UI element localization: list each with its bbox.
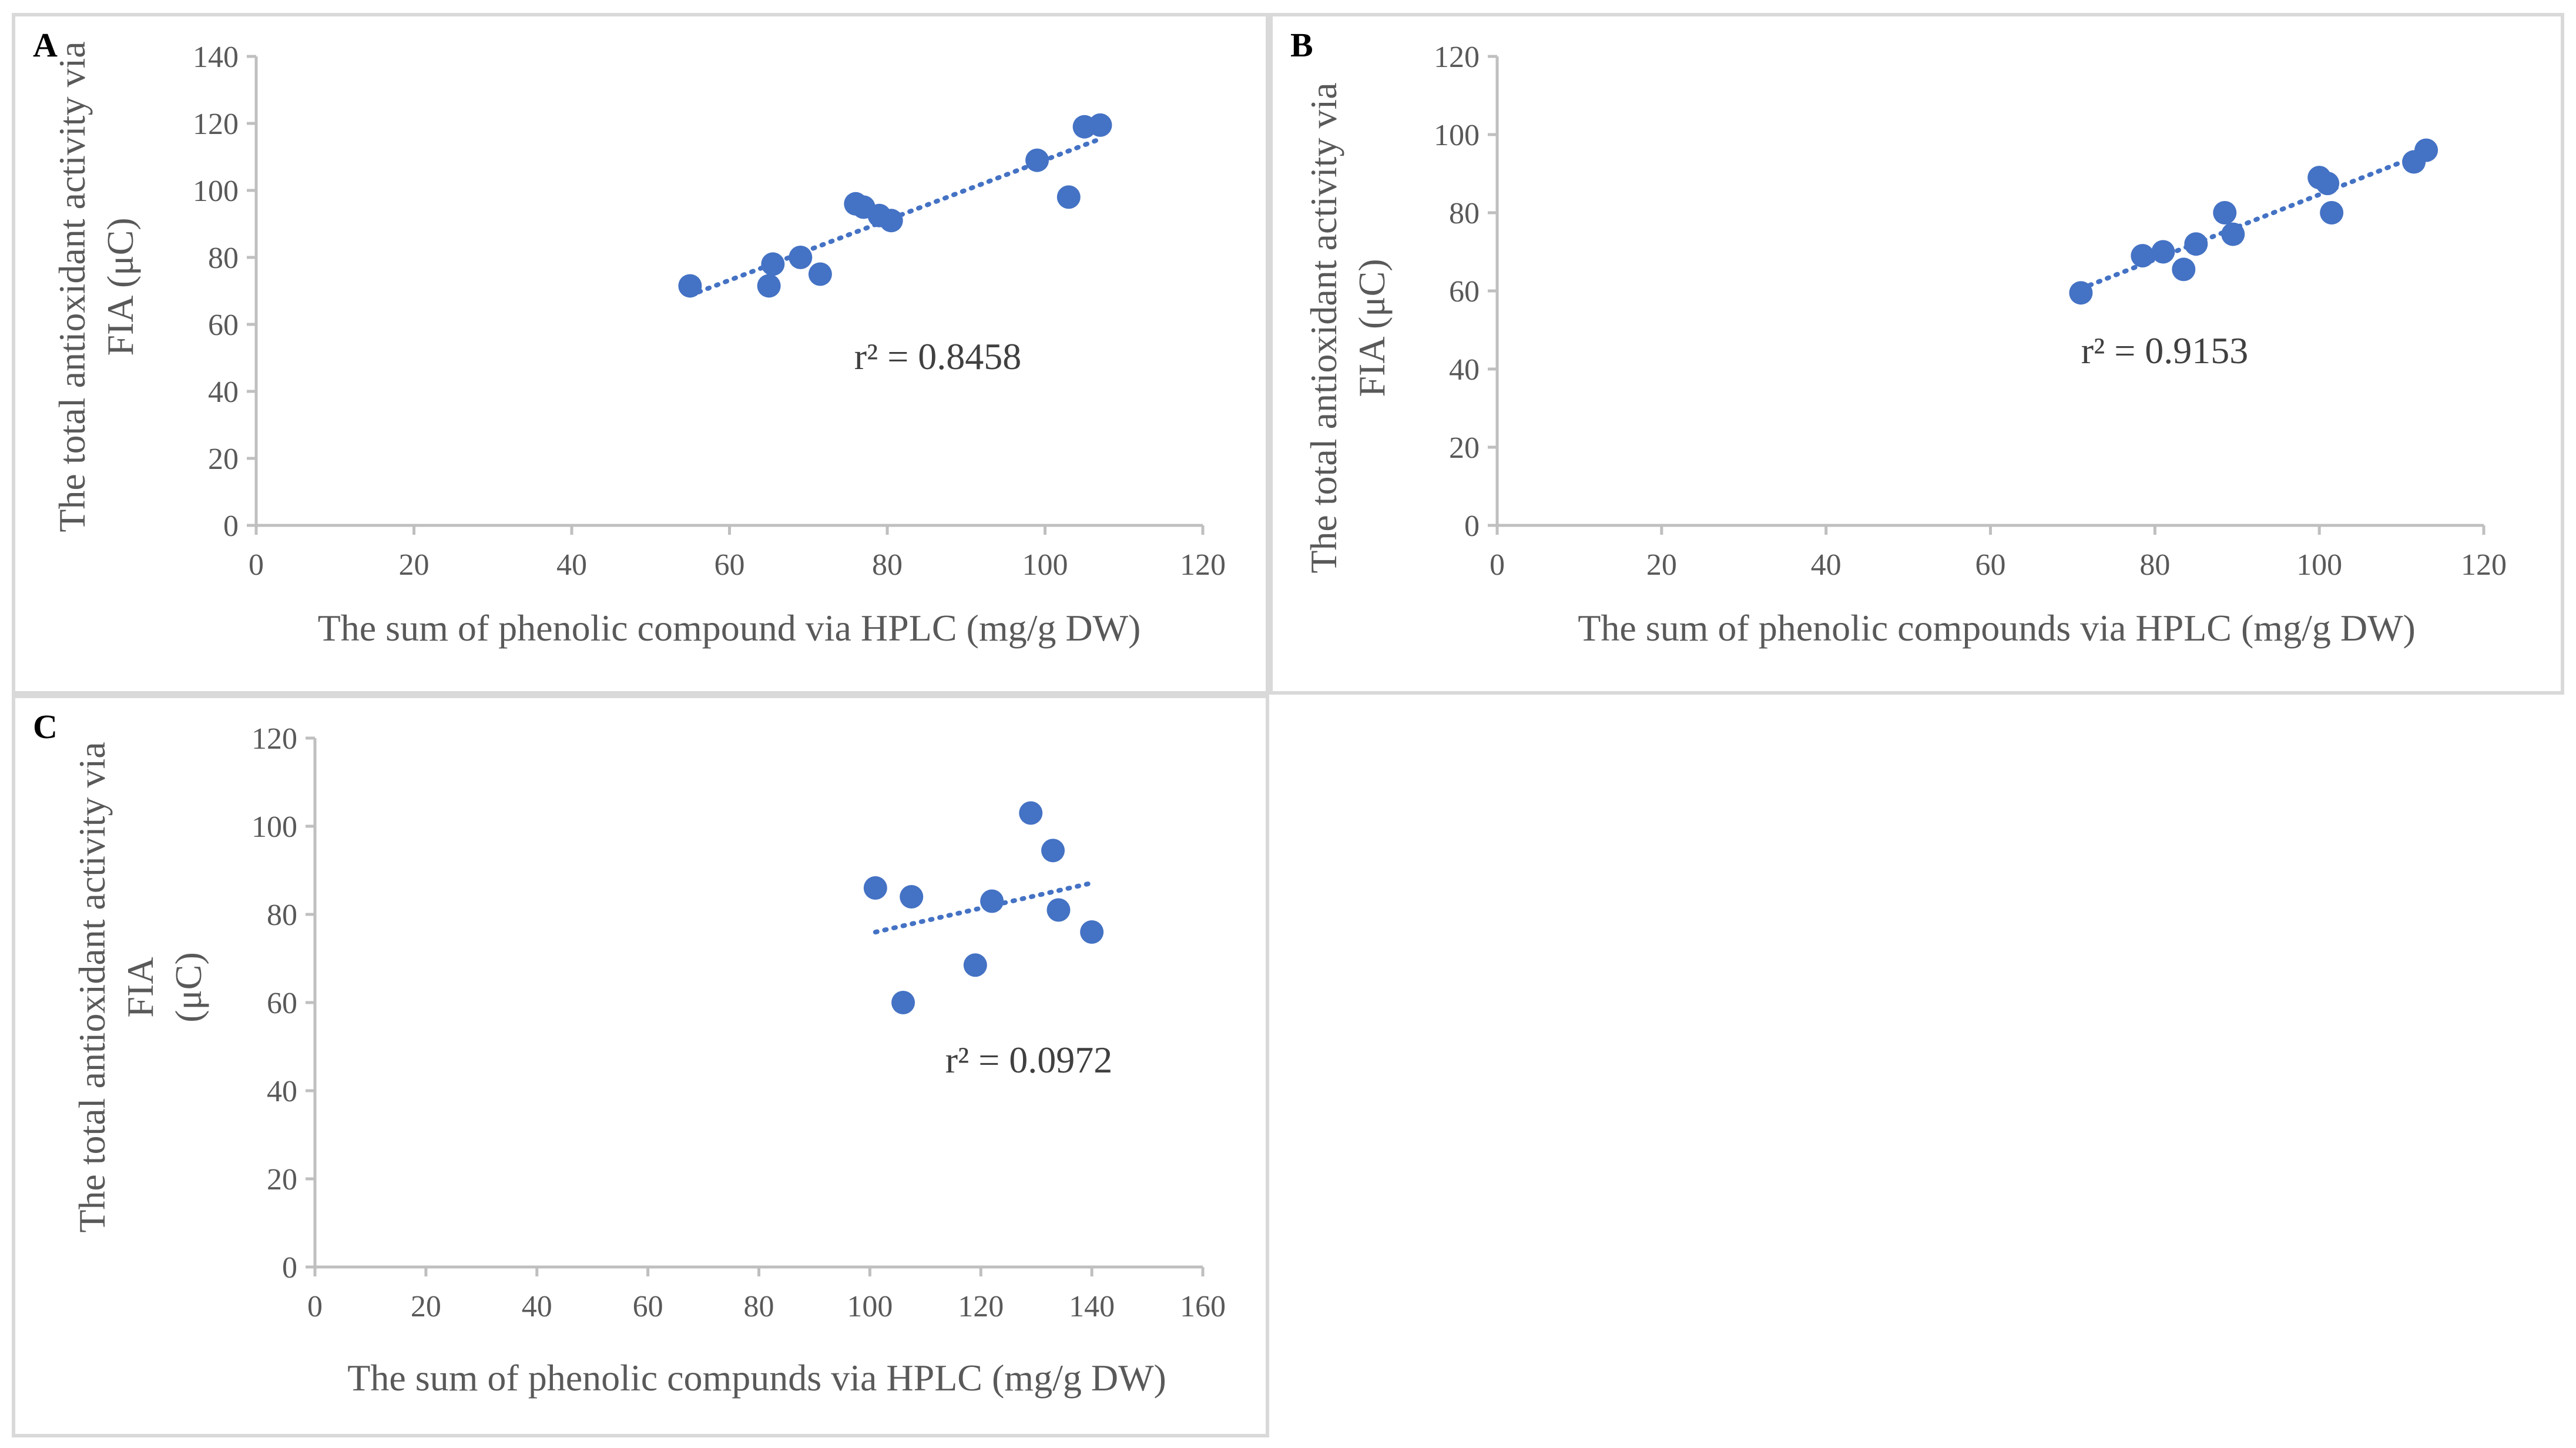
y-tick-label: 120 [193,108,239,141]
x-axis-title: The sum of phenolic compunds via HPLC (m… [347,1357,1166,1399]
y-axis-title-line: FIA (μC) [99,217,141,356]
panel-label-b: B [1290,26,1313,64]
data-point [1025,148,1049,172]
y-axis-title-line: The total antioxidant activity via [51,41,93,532]
x-tick-label: 120 [1180,548,1226,582]
y-tick-label: 100 [193,175,239,208]
data-point [2213,201,2237,224]
data-point [2172,257,2196,281]
data-point [891,991,915,1014]
y-tick-label: 140 [193,41,239,74]
y-tick-label: 80 [208,242,239,275]
chart-panel-c: C 0 20 40 60 80 100 120 0 20 40 60 80 100 120 140 160 The… [12,695,1269,1437]
panel-label-c: C [33,708,58,746]
data-point [761,252,785,276]
data-point [2151,240,2175,264]
y-tick-label: 100 [251,810,297,844]
scatter-chart-b: B 0 20 40 60 80 100 120 0 20 40 60 80 100 120 The sum o… [1290,26,2507,649]
x-tick-label: 80 [2139,548,2170,582]
x-tick-label: 120 [2461,548,2507,582]
y-tick-label: 80 [267,899,297,932]
x-tick-label: 60 [1975,548,2006,582]
x-tick-label: 80 [744,1290,774,1323]
y-tick-label: 0 [1464,510,1480,543]
data-point [2131,244,2155,268]
x-tick-label: 120 [958,1290,1004,1323]
y-tick-label: 60 [267,987,297,1020]
x-axis-title: The sum of phenolic compounds via HPLC (… [1578,607,2416,649]
data-point [678,274,702,298]
y-tick-label: 60 [208,309,239,342]
y-axis-title-line: FIA [119,957,161,1017]
data-point [863,876,887,900]
data-point [1080,920,1104,944]
panel-label-a: A [33,26,58,64]
y-tick-label: 40 [267,1075,297,1108]
x-tick-label: 40 [1811,548,1842,582]
x-tick-label: 60 [715,548,745,582]
y-tick-label: 20 [267,1163,297,1196]
x-tick-label: 40 [556,548,587,582]
data-point [2320,201,2344,224]
scatter-chart-c: C 0 20 40 60 80 100 120 0 20 40 60 80 100 120 140 160 The… [33,708,1226,1399]
y-tick-label: 40 [208,376,239,409]
data-point [1041,839,1065,863]
x-tick-label: 100 [2296,548,2342,582]
data-point [963,953,987,977]
x-tick-label: 20 [411,1290,441,1323]
data-point [2069,281,2093,305]
y-axis-title-line: The total antioxidant activity via [71,742,113,1232]
data-point [2414,138,2439,162]
y-tick-label: 20 [208,443,239,476]
r-squared-label: r² = 0.9153 [2081,330,2249,371]
y-axis-title-line: (μC) [167,952,209,1023]
data-point [808,262,832,286]
x-axis-title: The sum of phenolic compound via HPLC (m… [318,607,1141,649]
data-point [1088,113,1112,137]
scatter-chart-a: A 0 20 40 60 80 100 120 140 0 20 40 60 80 100 120 The su… [33,26,1226,649]
y-axis-title-line: The total antioxidant activity via [1303,82,1344,573]
x-tick-label: 100 [847,1290,893,1323]
x-tick-label: 0 [1490,548,1505,582]
data-point [980,889,1004,913]
data-point [757,274,781,298]
data-point [2221,222,2245,246]
data-point [789,246,813,269]
y-tick-label: 120 [1434,41,1480,74]
y-tick-label: 0 [223,510,239,543]
trendline [2078,150,2429,291]
x-tick-label: 140 [1069,1290,1115,1323]
data-point [1056,185,1081,209]
y-axis-title-line: FIA (μC) [1351,259,1393,397]
x-tick-label: 20 [399,548,430,582]
data-point [1046,898,1071,922]
r-squared-label: r² = 0.8458 [854,336,1022,377]
y-tick-label: 0 [282,1251,297,1285]
x-tick-label: 0 [307,1290,323,1323]
x-tick-label: 160 [1180,1290,1226,1323]
y-tick-label: 20 [1449,431,1480,465]
data-point [2184,232,2208,256]
x-tick-label: 0 [249,548,264,582]
data-point [879,209,903,233]
data-point [2316,172,2340,196]
data-point [900,885,924,909]
chart-panel-b: B 0 20 40 60 80 100 120 0 20 40 60 80 100 120 The sum o… [1269,13,2564,695]
y-tick-label: 60 [1449,275,1480,309]
y-tick-label: 40 [1449,353,1480,387]
chart-panel-a: A 0 20 40 60 80 100 120 140 0 20 40 60 80 100 120 The su… [12,13,1269,695]
x-tick-label: 80 [872,548,903,582]
y-tick-label: 100 [1434,119,1480,152]
x-tick-label: 40 [522,1290,552,1323]
y-tick-label: 80 [1449,197,1480,230]
r-squared-label: r² = 0.0972 [945,1039,1113,1081]
x-tick-label: 60 [633,1290,663,1323]
x-tick-label: 20 [1646,548,1677,582]
y-tick-label: 120 [251,722,297,756]
data-point [1019,801,1043,825]
x-tick-label: 100 [1022,548,1068,582]
